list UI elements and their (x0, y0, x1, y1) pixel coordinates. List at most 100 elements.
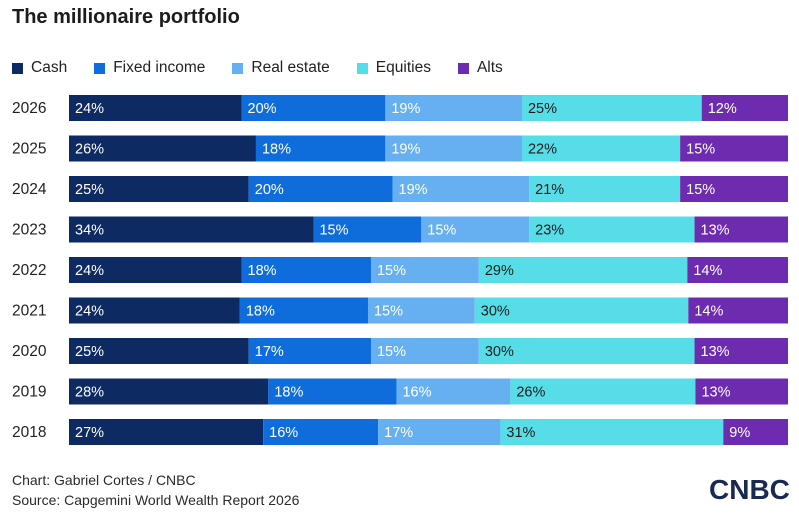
data-label-real-estate-2020: 15% (377, 344, 406, 360)
bar-real-estate-2023 (421, 216, 530, 243)
legend-item-equities: Equities (356, 59, 431, 77)
bar-alts-2019 (695, 378, 788, 405)
data-label-fixed-income-2023: 15% (319, 223, 348, 239)
category-label-2024: 2024 (12, 181, 47, 198)
bar-equities-2023 (529, 216, 695, 243)
bar-fixed-income-2025 (255, 135, 386, 162)
data-label-alts-2020: 13% (701, 344, 730, 360)
legend-swatch (94, 62, 106, 74)
data-label-cash-2025: 26% (75, 142, 104, 158)
legend-item-fixed-income: Fixed income (94, 59, 205, 77)
data-label-cash-2018: 27% (75, 425, 104, 441)
source-note: Source: Capgemini World Wealth Report 20… (12, 492, 300, 508)
data-label-fixed-income-2022: 18% (248, 263, 277, 279)
bar-alts-2023 (694, 216, 788, 243)
bar-alts-2024 (680, 176, 788, 202)
data-label-cash-2019: 28% (75, 385, 104, 401)
bar-equities-2019 (510, 378, 696, 405)
data-label-fixed-income-2026: 20% (248, 101, 277, 117)
data-label-equities-2024: 21% (535, 182, 564, 198)
data-label-cash-2021: 24% (75, 304, 104, 320)
category-label-2019: 2019 (12, 384, 46, 401)
legend-swatch (12, 62, 23, 74)
data-label-equities-2023: 23% (535, 223, 564, 239)
bar-cash-2023 (69, 216, 314, 243)
category-label-2025: 2025 (12, 141, 46, 158)
category-label-2018: 2018 (12, 424, 46, 441)
data-label-alts-2021: 14% (694, 304, 723, 320)
bar-real-estate-2018 (378, 419, 501, 445)
bar-cash-2019 (69, 378, 269, 405)
bar-real-estate-2020 (370, 338, 479, 364)
bar-real-estate-2019 (396, 378, 511, 405)
bar-real-estate-2025 (385, 135, 522, 162)
data-label-alts-2025: 15% (686, 142, 715, 158)
data-label-fixed-income-2018: 16% (269, 425, 298, 441)
cnbc-logo: CNBC (709, 474, 789, 505)
data-label-equities-2020: 30% (485, 344, 514, 360)
data-label-cash-2026: 24% (75, 101, 104, 117)
bar-cash-2026 (69, 95, 242, 121)
data-label-alts-2023: 13% (701, 223, 730, 239)
legend-item-real-estate: Real estate (232, 59, 330, 77)
legend-label: Cash (31, 59, 68, 76)
cnbc-logo-text: CNBC (709, 474, 789, 505)
chart-credit: Chart: Gabriel Cortes / CNBC (12, 472, 196, 488)
data-label-real-estate-2018: 17% (384, 425, 413, 441)
data-label-alts-2019: 13% (701, 385, 730, 401)
bar-cash-2022 (69, 257, 242, 283)
data-label-real-estate-2022: 15% (377, 263, 406, 279)
legend-label: Real estate (251, 59, 330, 76)
stacked-bar-chart: 2026 24% 20% 19% 25% 12% 2025 26% 18% 19% 22% 15% 20… (12, 95, 788, 445)
bar-fixed-income-2022 (241, 257, 371, 283)
data-label-equities-2022: 29% (485, 263, 514, 279)
data-label-equities-2018: 31% (506, 425, 535, 441)
category-label-2021: 2021 (12, 303, 46, 320)
bar-fixed-income-2021 (239, 297, 368, 324)
bar-real-estate-2021 (367, 297, 475, 324)
legend-label: Fixed income (113, 59, 206, 76)
bar-alts-2026 (701, 95, 788, 121)
category-label-2023: 2023 (12, 222, 46, 239)
bar-alts-2020 (694, 338, 788, 364)
bar-real-estate-2022 (370, 257, 479, 283)
bar-alts-2018 (723, 419, 788, 445)
data-label-real-estate-2024: 19% (399, 182, 428, 198)
data-label-equities-2019: 26% (516, 385, 545, 401)
bar-cash-2018 (69, 419, 264, 445)
legend-item-alts: Alts (457, 59, 503, 77)
bar-fixed-income-2020 (248, 338, 371, 364)
bar-alts-2021 (688, 297, 788, 324)
legend: Cash Fixed income Real estate Equities A… (12, 58, 530, 78)
bar-equities-2021 (474, 297, 689, 324)
chart-title: The millionaire portfolio (12, 6, 240, 28)
data-label-alts-2022: 14% (693, 263, 722, 279)
data-label-cash-2020: 25% (75, 344, 104, 360)
data-label-real-estate-2019: 16% (402, 385, 431, 401)
data-label-alts-2026: 12% (708, 101, 737, 117)
legend-label: Alts (476, 59, 503, 76)
category-label-2022: 2022 (12, 262, 46, 279)
bar-equities-2022 (478, 257, 688, 283)
data-label-alts-2024: 15% (686, 182, 715, 198)
data-label-real-estate-2025: 19% (391, 142, 420, 158)
bar-cash-2021 (69, 297, 240, 324)
category-label-2020: 2020 (12, 343, 47, 360)
bar-fixed-income-2018 (263, 419, 379, 445)
bar-cash-2025 (69, 135, 256, 162)
bar-cash-2020 (69, 338, 249, 364)
bar-fixed-income-2023 (313, 216, 422, 243)
legend-swatch (457, 62, 469, 74)
data-label-fixed-income-2020: 17% (255, 344, 284, 360)
data-label-real-estate-2026: 19% (391, 101, 420, 117)
bar-fixed-income-2019 (268, 378, 397, 405)
bar-fixed-income-2024 (248, 176, 393, 202)
data-label-alts-2018: 9% (729, 425, 750, 441)
bar-alts-2022 (687, 257, 788, 283)
legend-label: Equities (375, 59, 431, 76)
bar-real-estate-2026 (385, 95, 522, 121)
data-label-equities-2026: 25% (528, 101, 557, 117)
bar-equities-2018 (500, 419, 724, 445)
bar-equities-2025 (521, 135, 681, 162)
data-label-equities-2025: 22% (528, 142, 557, 158)
